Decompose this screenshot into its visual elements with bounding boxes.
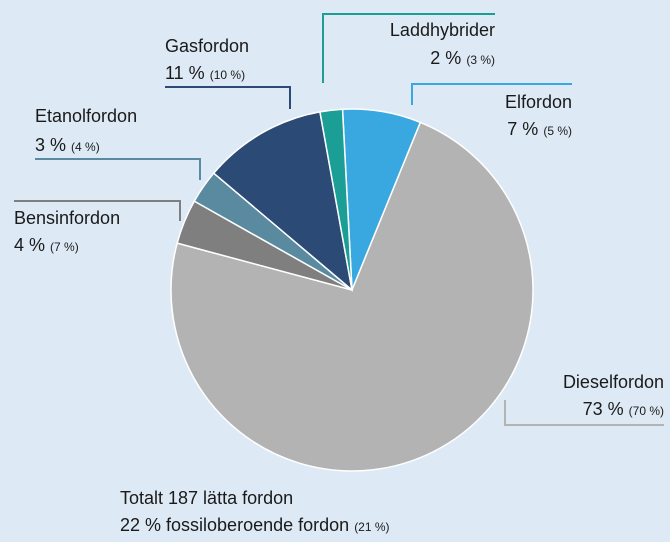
slice-value-label: 73 % bbox=[583, 399, 624, 419]
pie-slice bbox=[319, 108, 353, 291]
slice-value-label: 4 % bbox=[14, 235, 45, 255]
slice-percent: 3 % (4 %) bbox=[35, 135, 100, 155]
slice-name: Laddhybrider bbox=[390, 20, 495, 40]
slice-name: Dieselfordon bbox=[563, 372, 664, 392]
slice-name: Elfordon bbox=[505, 92, 572, 112]
slice-percent: 4 % (7 %) bbox=[14, 235, 79, 255]
slice-name: Gasfordon bbox=[165, 36, 249, 56]
slice-percent: 11 % (10 %) bbox=[165, 63, 245, 83]
slice-value-label: 2 % bbox=[430, 48, 461, 68]
slice-value-label: 3 % bbox=[35, 135, 66, 155]
pie-slice bbox=[212, 110, 354, 292]
slice-previous-label: (3 %) bbox=[466, 53, 495, 67]
fossil-note-main: 22 % fossiloberoende fordon bbox=[120, 515, 349, 535]
slice-percent: 7 % (5 %) bbox=[507, 119, 572, 139]
leader-line bbox=[322, 13, 495, 83]
leader-line bbox=[14, 200, 181, 221]
fossil-note-previous: (21 %) bbox=[354, 520, 389, 534]
slice-previous-label: (4 %) bbox=[71, 140, 100, 154]
slice-name: Bensinfordon bbox=[14, 208, 120, 228]
slice-previous-label: (70 %) bbox=[629, 404, 664, 418]
slice-previous-label: (10 %) bbox=[210, 68, 245, 82]
slice-name: Etanolfordon bbox=[35, 106, 137, 126]
slice-percent: 2 % (3 %) bbox=[430, 48, 495, 68]
leader-line bbox=[411, 83, 572, 105]
slice-value-label: 11 % bbox=[165, 63, 205, 83]
slice-percent: 73 % (70 %) bbox=[583, 399, 664, 419]
leader-line bbox=[504, 400, 664, 426]
slice-value-label: 7 % bbox=[507, 119, 538, 139]
fossil-note: 22 % fossiloberoende fordon (21 %) bbox=[120, 515, 390, 535]
slice-previous-label: (7 %) bbox=[50, 240, 79, 254]
leader-line bbox=[35, 158, 201, 180]
slice-previous-label: (5 %) bbox=[543, 124, 572, 138]
pie-slice bbox=[170, 121, 534, 472]
total-note: Totalt 187 lätta fordon bbox=[120, 488, 293, 508]
leader-line bbox=[165, 86, 291, 109]
